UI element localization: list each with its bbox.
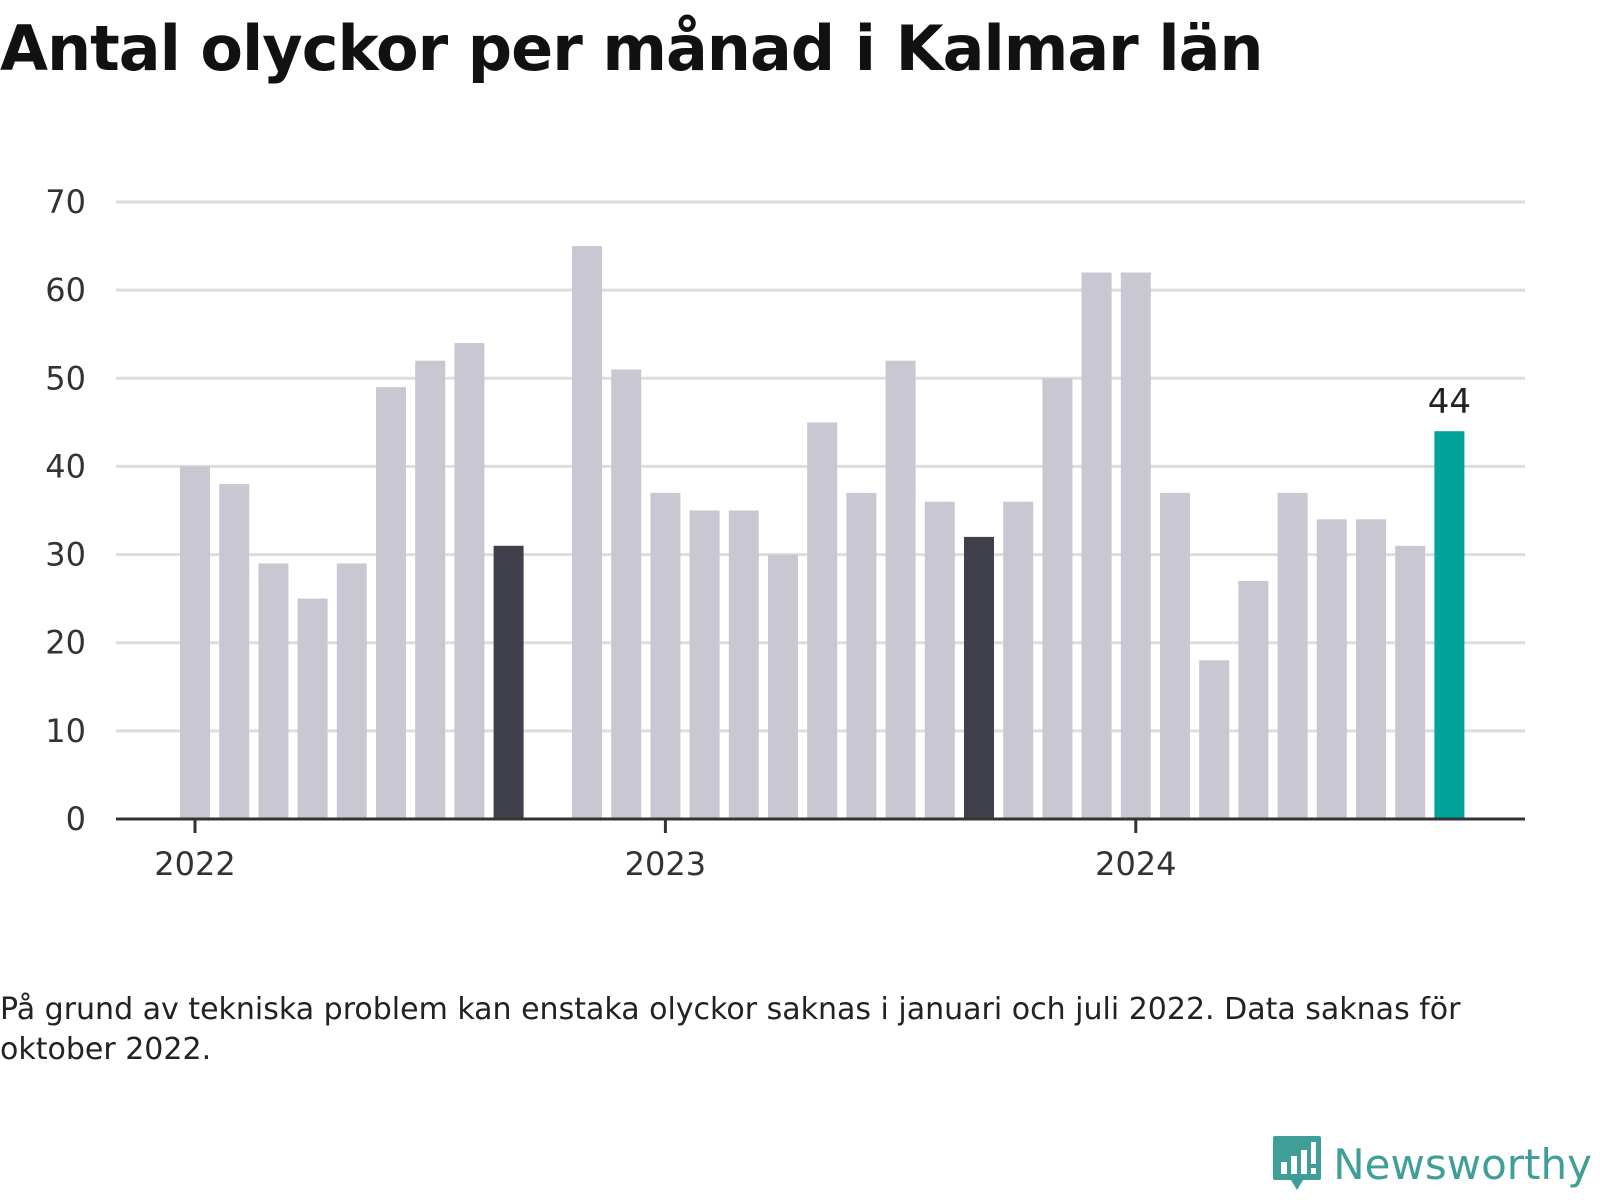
x-tick-label: 2024 <box>1095 845 1176 883</box>
bar <box>768 554 798 819</box>
bar <box>376 387 406 819</box>
bar <box>611 369 642 819</box>
data-label: 44 <box>1428 382 1471 422</box>
bar <box>1277 492 1308 819</box>
y-tick-label: 70 <box>45 183 86 221</box>
bar <box>180 466 210 819</box>
y-tick-label: 40 <box>45 447 86 485</box>
bar <box>807 422 838 819</box>
bar <box>728 510 759 819</box>
brand-name: Newsworthy <box>1333 1139 1592 1189</box>
bar <box>454 343 485 819</box>
bar <box>1042 378 1073 819</box>
bar <box>297 598 328 819</box>
bars <box>180 246 1465 820</box>
brand-logo: Newsworthy <box>1271 1134 1592 1194</box>
bar <box>493 545 524 819</box>
bar <box>924 501 955 819</box>
bar <box>1316 519 1347 819</box>
bar <box>415 360 446 819</box>
bar <box>964 536 994 819</box>
bar <box>1356 519 1386 819</box>
bar-chart: 0 10 20 30 40 50 60 70 44 2022 2023 2024 <box>45 183 1525 883</box>
bar <box>1395 545 1426 819</box>
bar <box>572 246 602 820</box>
y-tick-label: 60 <box>45 271 86 309</box>
bar <box>219 484 250 819</box>
bar <box>1003 501 1034 819</box>
bar <box>1434 431 1465 819</box>
bar <box>1199 660 1230 819</box>
footnote: På grund av tekniska problem kan enstaka… <box>0 992 1461 1067</box>
data-labels: 44 <box>1428 382 1471 422</box>
x-axis: 2022 2023 2024 <box>116 817 1525 883</box>
bar <box>650 492 681 819</box>
bar <box>689 510 720 819</box>
bar <box>1120 272 1151 819</box>
bar <box>258 563 289 819</box>
y-tick-label: 20 <box>45 624 86 662</box>
y-tick-label: 10 <box>45 712 86 750</box>
newsworthy-logo-icon <box>1273 1136 1322 1190</box>
x-tick-label: 2023 <box>625 845 706 883</box>
y-tick-label: 50 <box>45 359 86 397</box>
bar <box>1238 581 1269 819</box>
bar <box>336 563 367 819</box>
bar <box>846 492 877 819</box>
bar <box>1160 492 1190 819</box>
y-axis-tick-labels: 0 10 20 30 40 50 60 70 <box>45 183 86 838</box>
chart-title: Antal olyckor per månad i Kalmar län <box>0 12 1264 85</box>
bar <box>885 360 916 819</box>
x-tick-label: 2022 <box>154 845 235 883</box>
y-tick-label: 0 <box>66 800 86 838</box>
bar <box>1081 272 1112 819</box>
y-tick-label: 30 <box>45 536 86 574</box>
